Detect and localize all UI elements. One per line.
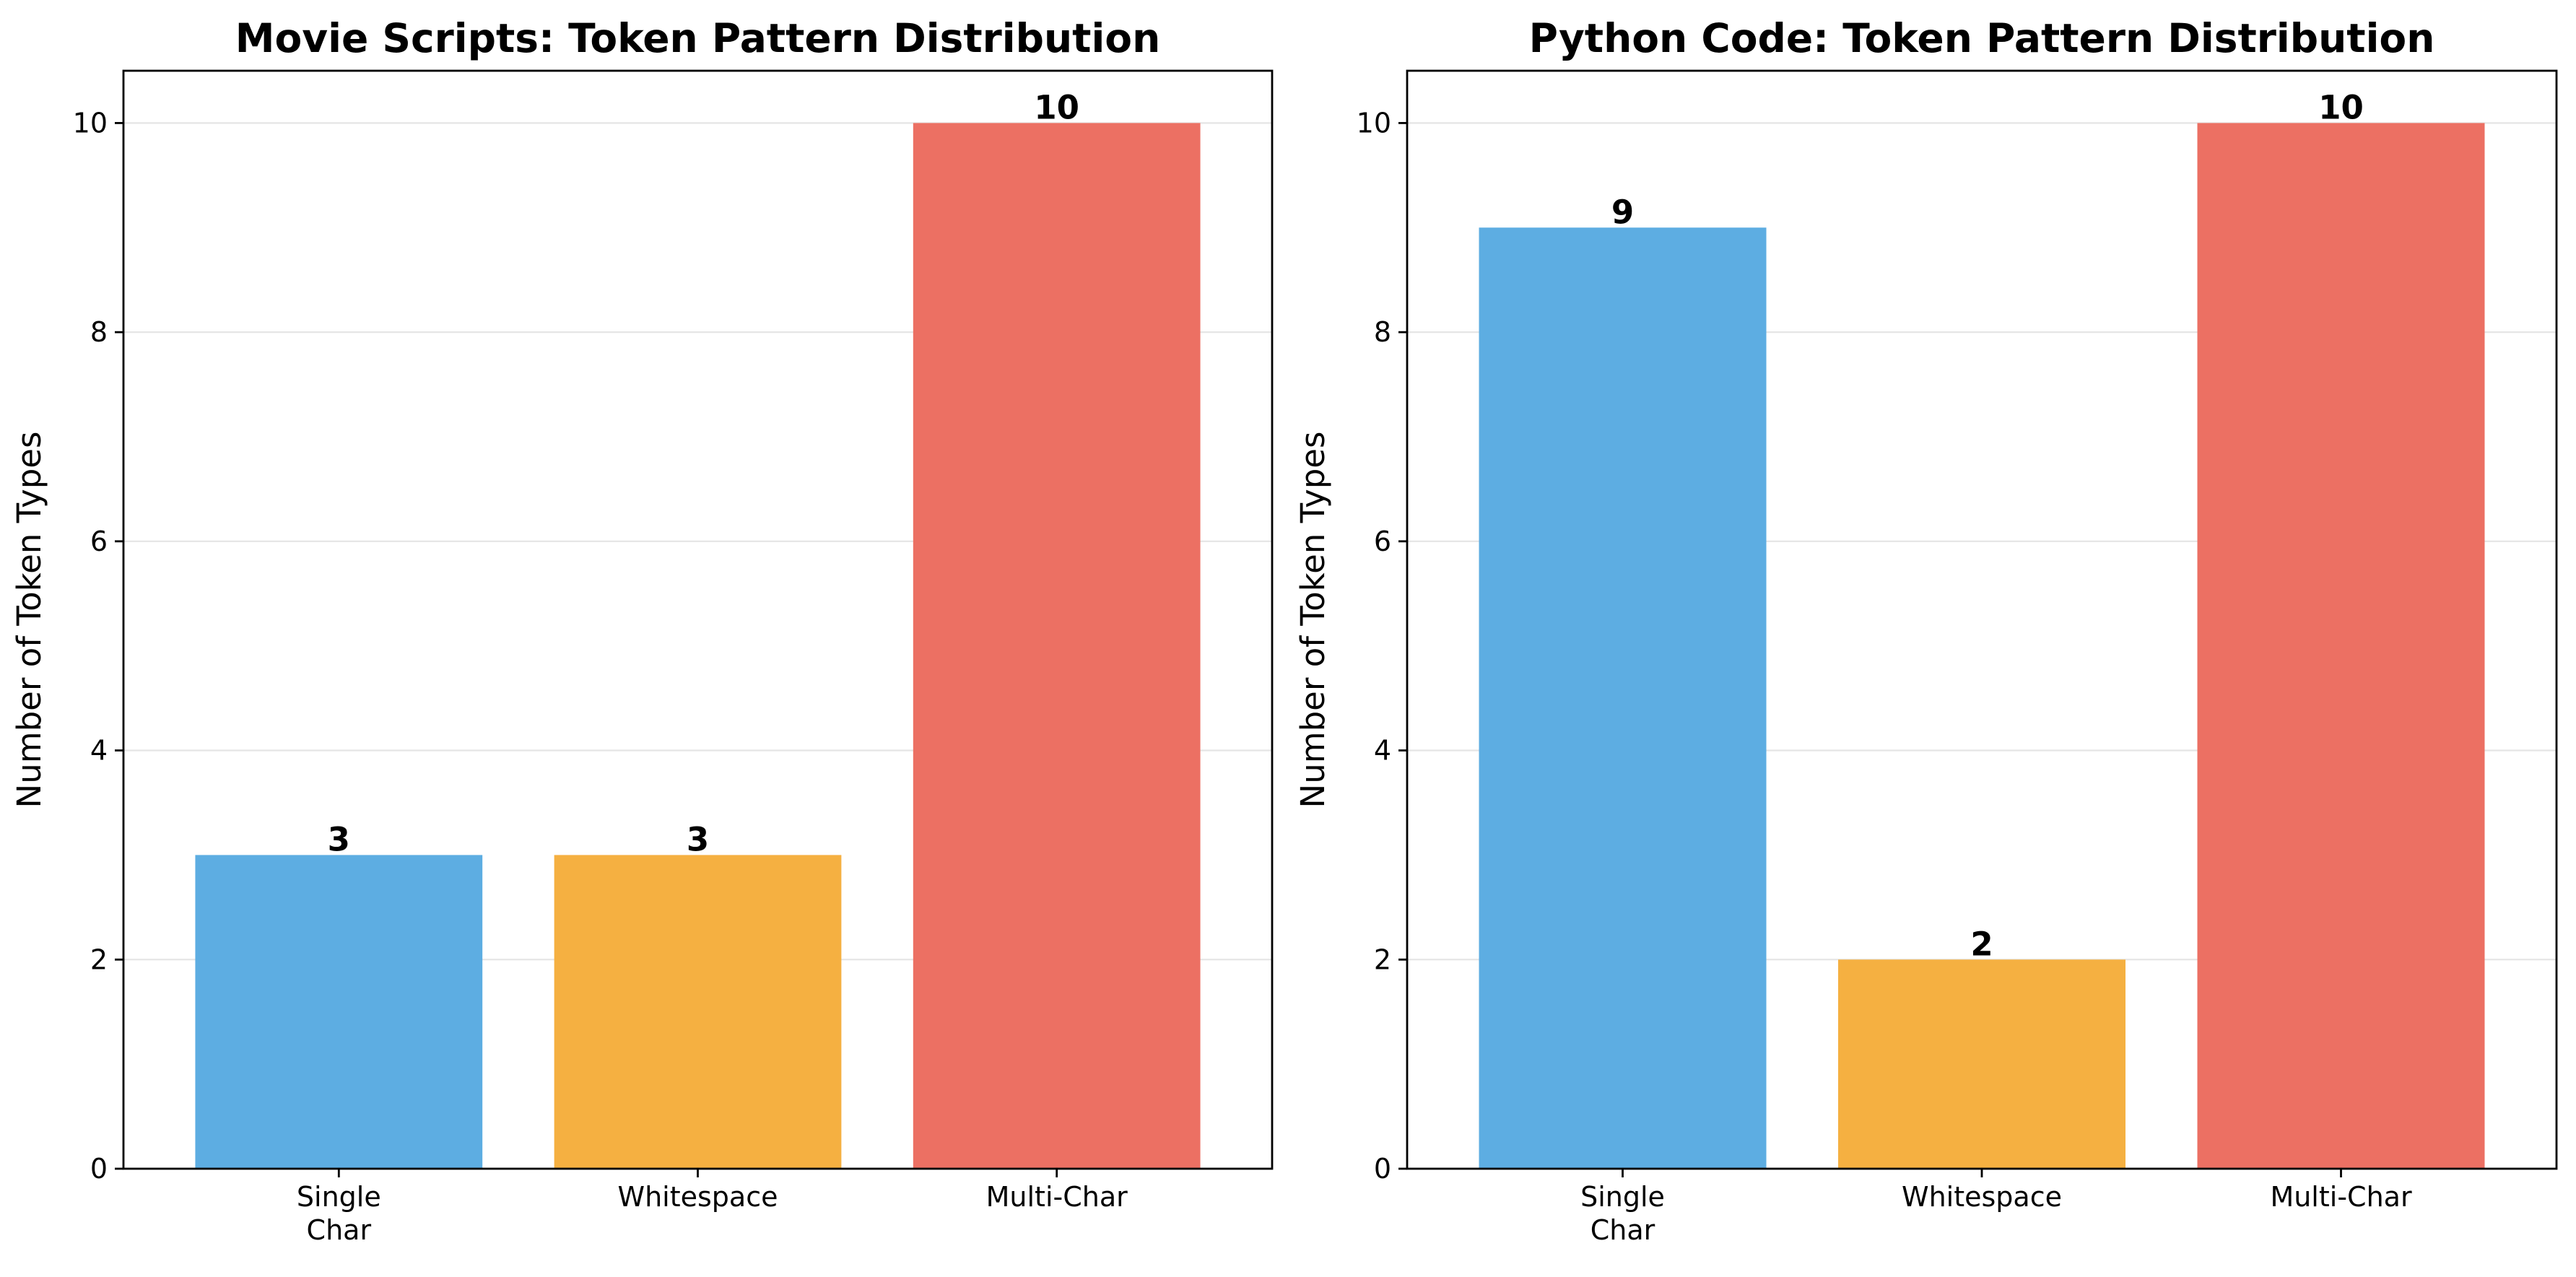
x-tick-label: Single Char: [1580, 1181, 1665, 1246]
chart-panel-1: 3 3 10 0 2 4 6 8 10 Single Char Whitespace Multi-Cha…: [10, 15, 1274, 1246]
y-tick-label: 0: [1374, 1153, 1391, 1185]
y-tick-label: 10: [73, 107, 108, 139]
chart-title: Movie Scripts: Token Pattern Distributio…: [235, 15, 1161, 61]
bar: [1479, 227, 1767, 1169]
y-tick-label: 0: [90, 1153, 108, 1185]
chart-panel-2: 9 2 10 0 2 4 6 8 10 Single Char Whitespace Multi-Cha…: [1294, 15, 2558, 1246]
y-tick-label: 8: [90, 316, 108, 348]
data-label: 3: [328, 820, 350, 858]
y-tick-label: 8: [1374, 316, 1391, 348]
y-tick-label: 2: [90, 943, 108, 975]
y-tick-label: 4: [1374, 735, 1391, 767]
y-tick-label: 4: [90, 735, 108, 767]
y-tick-label: 10: [1357, 107, 1391, 139]
bar: [554, 855, 842, 1169]
y-axis-label: Number of Token Types: [10, 432, 48, 809]
bar: [2197, 123, 2485, 1169]
bar: [195, 855, 483, 1169]
y-tick-label: 6: [90, 526, 108, 557]
bar: [1838, 959, 2125, 1169]
x-tick-label: Multi-Char: [2270, 1181, 2412, 1213]
data-label: 10: [1034, 88, 1079, 126]
x-tick-label: Single Char: [297, 1181, 381, 1246]
x-tick-label: Multi-Char: [986, 1181, 1128, 1213]
x-tick-label: Whitespace: [618, 1181, 778, 1213]
x-tick-label: Whitespace: [1902, 1181, 2062, 1213]
data-label: 2: [1970, 925, 1993, 963]
bar: [913, 123, 1201, 1169]
data-label: 10: [2318, 88, 2364, 126]
chart-title: Python Code: Token Pattern Distribution: [1529, 15, 2435, 61]
y-tick-label: 2: [1374, 943, 1391, 975]
data-label: 9: [1611, 193, 1634, 231]
data-label: 3: [687, 820, 709, 858]
y-tick-label: 6: [1374, 526, 1391, 557]
y-axis-label: Number of Token Types: [1294, 432, 1332, 809]
